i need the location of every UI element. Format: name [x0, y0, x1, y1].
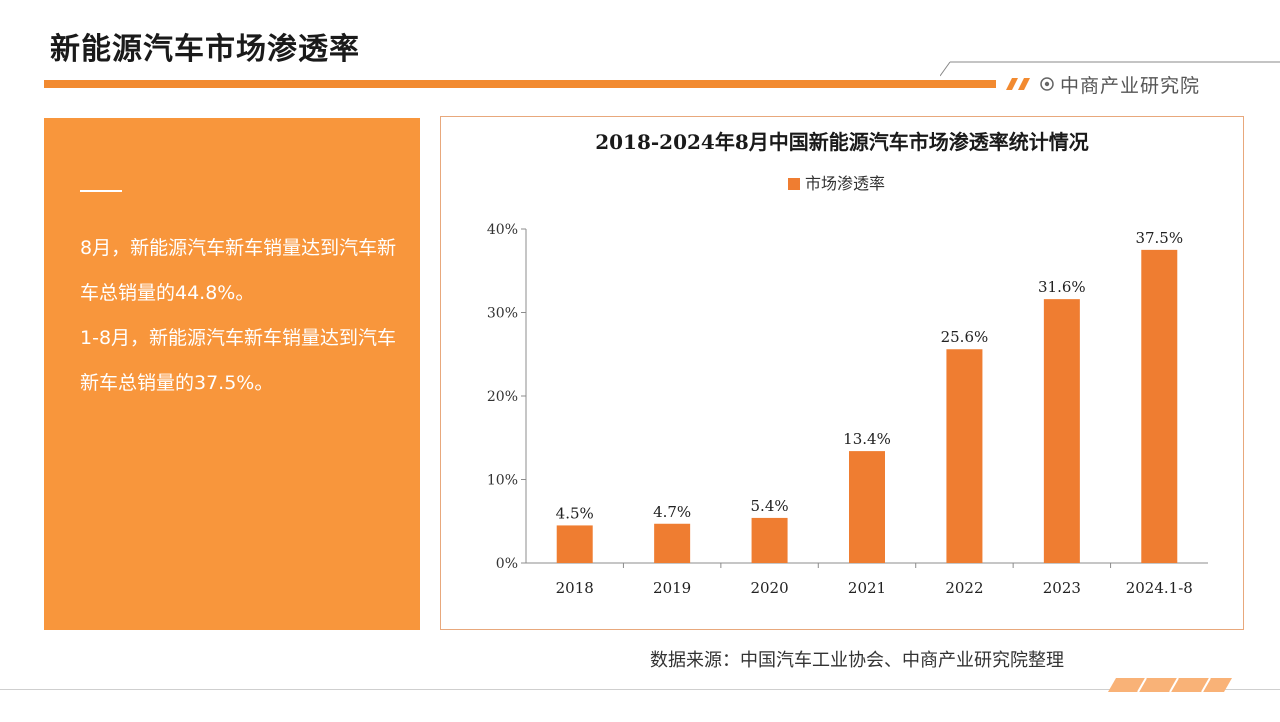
- data-source: 数据来源：中国汽车工业协会、中商产业研究院整理: [650, 650, 1064, 671]
- data-label: 25.6%: [941, 328, 989, 346]
- x-tick-label: 2023: [1043, 579, 1081, 597]
- chart-frame: 2018-2024年8月中国新能源汽车市场渗透率统计情况 市场渗透率 0% 10%…: [440, 116, 1244, 630]
- bar: [1043, 299, 1080, 563]
- bar-chart: 2018-2024年8月中国新能源汽车市场渗透率统计情况 市场渗透率 0% 10%…: [487, 130, 1208, 597]
- brand-logo: 中商产业研究院: [1040, 72, 1201, 97]
- summary-text: 8月，新能源汽车新车销量达到汽车新车总销量的44.8%。 1-8月，新能源汽车新…: [80, 226, 400, 406]
- legend-swatch: [788, 178, 800, 190]
- x-tick-label: 2019: [653, 579, 691, 597]
- chart-axes: 0% 10% 20% 30% 40% 2018 2019 2020 2021 2022 2023 20…: [487, 222, 1208, 597]
- brand-circle-icon: [1040, 77, 1054, 91]
- x-tick-label: 2022: [945, 579, 983, 597]
- bar: [849, 451, 885, 563]
- footer-line: [0, 689, 1280, 690]
- brand-name: 中商产业研究院: [1060, 74, 1201, 97]
- y-tick-label: 0%: [496, 556, 518, 572]
- data-label: 5.4%: [751, 497, 789, 515]
- summary-divider: [80, 190, 122, 192]
- chart-bars: 4.5% 4.7% 5.4% 13.4% 25.6% 31.6% 37.5%: [556, 229, 1183, 563]
- x-tick-label: 2018: [556, 579, 594, 597]
- summary-paragraph: 8月，新能源汽车新车销量达到汽车新车总销量的44.8%。: [80, 237, 397, 304]
- data-label: 13.4%: [843, 430, 891, 448]
- header-stripes: [1006, 78, 1030, 90]
- summary-panel: 8月，新能源汽车新车销量达到汽车新车总销量的44.8%。 1-8月，新能源汽车新…: [44, 118, 420, 630]
- page-title: 新能源汽车市场渗透率: [50, 32, 360, 67]
- y-tick-label: 40%: [487, 222, 518, 238]
- y-tick-label: 20%: [487, 389, 518, 405]
- legend-label: 市场渗透率: [805, 174, 885, 193]
- data-label: 37.5%: [1135, 229, 1183, 247]
- bar: [946, 349, 983, 563]
- header-orange-rule: [44, 80, 996, 88]
- summary-paragraph: 1-8月，新能源汽车新车销量达到汽车新车总销量的37.5%。: [80, 327, 397, 394]
- data-label: 4.7%: [653, 503, 691, 521]
- bar: [751, 517, 788, 563]
- data-label: 4.5%: [556, 504, 594, 522]
- header-thin-line: [940, 61, 1280, 77]
- bar: [556, 525, 593, 563]
- footer-stripes: [1108, 678, 1232, 692]
- x-tick-label: 2024.1-8: [1126, 579, 1193, 597]
- y-tick-label: 10%: [487, 473, 518, 489]
- x-tick-label: 2021: [848, 579, 886, 597]
- x-tick-label: 2020: [750, 579, 788, 597]
- y-tick-label: 30%: [487, 306, 518, 322]
- bar: [1141, 249, 1178, 563]
- bar: [654, 523, 691, 563]
- data-label: 31.6%: [1038, 278, 1086, 296]
- chart-title: 2018-2024年8月中国新能源汽车市场渗透率统计情况: [595, 130, 1089, 154]
